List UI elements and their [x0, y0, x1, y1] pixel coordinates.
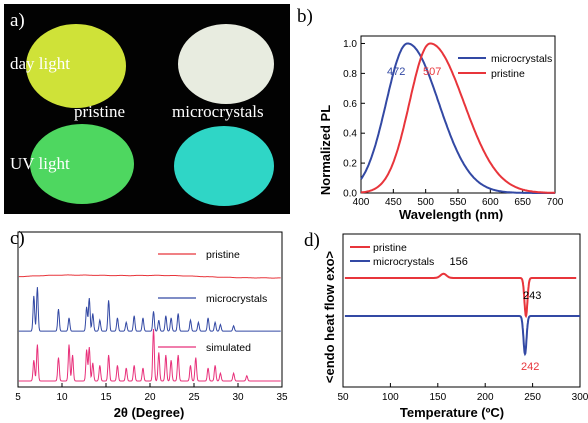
pl-y-tick-label: 0.8: [343, 69, 357, 80]
pxrd-x-tick-label: 35: [276, 392, 288, 403]
pl-series-pristine: [360, 42, 555, 194]
column-label-microcrystals: microcrystals: [172, 102, 264, 121]
pxrd-x-tick-label: 5: [15, 392, 21, 403]
dsc-x-tick-label: 100: [382, 392, 399, 403]
pristine-daylight-powder: [26, 24, 126, 108]
pxrd-x-tick-label: 10: [56, 392, 68, 403]
pl-y-tick-label: 0.4: [343, 129, 357, 140]
microcrystals-uv-powder: [174, 126, 274, 206]
legend-label-microcrystals-pxrd: microcrystals: [206, 293, 267, 305]
panel-c-letter: c): [10, 228, 25, 249]
pxrd-plot-area: 5 10 15 20 25 30 35: [15, 231, 288, 403]
panel-d: d) 50 100 150 200 250 300 156 243 242 pristine m…: [304, 230, 588, 420]
dsc-x-tick-label: 200: [477, 392, 494, 403]
pl-y-tick-label: 0.2: [343, 159, 357, 170]
legend-label-pristine: pristine: [491, 68, 525, 80]
dsc-x-tick-label: 50: [337, 392, 349, 403]
pl-x-axis-title: Wavelength (nm): [399, 207, 503, 222]
pristine-uv-powder: [30, 124, 134, 204]
dsc-x-tick-label: 150: [429, 392, 446, 403]
dsc-x-tick-label: 300: [572, 392, 588, 403]
dsc-plot-frame: [342, 233, 581, 388]
pl-y-tick-label: 0.0: [343, 189, 357, 200]
pl-x-tick-label: 400: [353, 197, 370, 208]
pl-y-tick-label: 0.6: [343, 99, 357, 110]
dsc-series-microcrystals: [344, 315, 580, 357]
dsc-plot-area: 50 100 150 200 250 300 156 243 242: [337, 233, 588, 403]
legend-label-simulated-pxrd: simulated: [206, 342, 251, 354]
pxrd-x-axis-title: 2θ (Degree): [114, 405, 185, 420]
pl-x-tick-label: 550: [450, 197, 467, 208]
dsc-x-axis-title: Temperature (ºC): [400, 405, 504, 420]
pl-x-tick-label: 450: [385, 197, 402, 208]
dsc-annotation-243: 243: [523, 290, 541, 302]
pl-y-tick-label: 1.0: [343, 39, 357, 50]
panel-b-letter: b): [297, 6, 313, 27]
pl-x-tick-label: 600: [482, 197, 499, 208]
panel-a-letter: a): [10, 10, 25, 31]
panel-b: b) 400 450 500 550 600 650 700 0.0 0.2 0.4 0.6 0.8 1…: [297, 6, 564, 222]
pl-series-microcrystals: [360, 42, 555, 194]
panel-c: c) 5 10 15 20 25 30 35 pristine microcrystals …: [10, 228, 288, 420]
pxrd-x-tick-label: 15: [100, 392, 112, 403]
panel-a: a) day light UV light pristine microcrys…: [4, 4, 290, 214]
dsc-annotation-156: 156: [449, 256, 467, 268]
dsc-y-axis-title: <endo heat flow exo>: [322, 250, 337, 383]
column-label-pristine: pristine: [74, 102, 125, 121]
pl-plot-area: 400 450 500 550 600 650 700 0.0 0.2 0.4 0.6 0.8 1.0: [343, 35, 564, 208]
pl-x-tick-label: 650: [514, 197, 531, 208]
pxrd-x-tick-label: 20: [144, 392, 156, 403]
legend-label-microcrystals-dsc: microcrystals: [373, 256, 434, 268]
peak-label-472: 472: [387, 66, 405, 78]
pxrd-series-microcrystals: [18, 287, 281, 332]
pxrd-series-simulated: [18, 328, 281, 382]
peak-label-507: 507: [423, 66, 441, 78]
row-label-daylight: day light: [10, 54, 70, 73]
legend-label-pristine-dsc: pristine: [373, 242, 407, 254]
pxrd-x-tick-label: 25: [188, 392, 200, 403]
dsc-annotation-242: 242: [521, 361, 539, 373]
pxrd-series-pristine: [18, 274, 281, 279]
legend-label-pristine-pxrd: pristine: [206, 249, 240, 261]
dsc-series-pristine: [344, 272, 577, 319]
pxrd-x-tick-label: 30: [232, 392, 244, 403]
panel-d-letter: d): [304, 230, 320, 251]
legend-label-microcrystals: microcrystals: [491, 53, 552, 65]
pl-y-axis-title: Normalized PL: [318, 105, 333, 195]
microcrystals-daylight-powder: [178, 24, 274, 104]
dsc-x-tick-label: 250: [524, 392, 541, 403]
pl-x-tick-label: 700: [547, 197, 564, 208]
row-label-uv: UV light: [10, 154, 70, 173]
pl-x-tick-label: 500: [417, 197, 434, 208]
